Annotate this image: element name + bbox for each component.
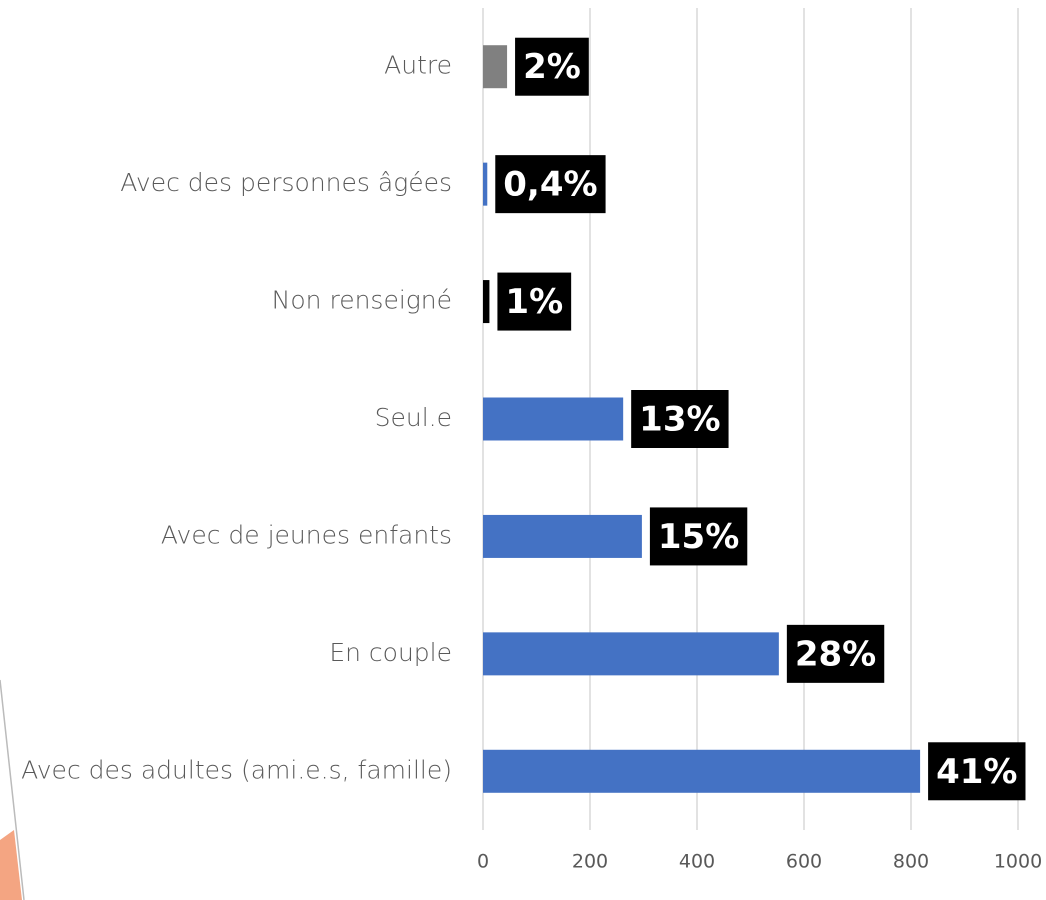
x-tick-label: 400 bbox=[679, 851, 715, 873]
bar bbox=[483, 45, 508, 89]
value-label-group: 2% bbox=[515, 37, 589, 96]
value-label: 15% bbox=[658, 517, 739, 557]
category-label: Avec des personnes âgées bbox=[120, 168, 452, 197]
bar bbox=[483, 397, 624, 441]
bar bbox=[483, 280, 490, 324]
bar bbox=[483, 514, 642, 558]
value-label-group: 13% bbox=[631, 390, 729, 448]
value-label: 1% bbox=[505, 282, 563, 322]
decoration-line bbox=[0, 679, 25, 900]
value-label-box bbox=[928, 742, 1026, 801]
value-label: 13% bbox=[639, 400, 720, 440]
value-label-box bbox=[515, 37, 589, 96]
bar bbox=[483, 162, 488, 206]
value-label-group: 41% bbox=[928, 742, 1026, 801]
value-label-group: 28% bbox=[786, 624, 885, 683]
category-label: Non renseigné bbox=[272, 286, 452, 315]
x-tick-label: 0 bbox=[477, 851, 489, 873]
value-label-box bbox=[631, 390, 729, 448]
value-label: 28% bbox=[795, 634, 876, 674]
value-label: 0,4% bbox=[503, 165, 597, 205]
value-label-group: 1% bbox=[497, 272, 572, 331]
value-label-group: 0,4% bbox=[495, 155, 606, 214]
category-label: Seul.e bbox=[375, 403, 452, 432]
decoration bbox=[0, 830, 22, 900]
category-label: En couple bbox=[329, 638, 452, 667]
bar bbox=[483, 749, 921, 793]
x-tick-label: 200 bbox=[572, 851, 608, 873]
value-label: 2% bbox=[523, 47, 581, 87]
value-label-box bbox=[497, 272, 572, 331]
x-tick-label: 1000 bbox=[994, 851, 1042, 873]
category-label: Avec de jeunes enfants bbox=[161, 520, 452, 549]
value-label-group: 15% bbox=[649, 507, 748, 566]
value-label-box bbox=[649, 507, 748, 566]
value-label: 41% bbox=[936, 752, 1017, 792]
x-tick-label: 800 bbox=[893, 851, 929, 873]
value-label-box bbox=[495, 155, 606, 214]
x-tick-label: 600 bbox=[786, 851, 822, 873]
category-label: Avec des adultes (ami.e.s, famille) bbox=[21, 755, 452, 784]
value-label-box bbox=[786, 624, 885, 683]
bar bbox=[483, 632, 779, 676]
category-label: Autre bbox=[384, 51, 452, 80]
